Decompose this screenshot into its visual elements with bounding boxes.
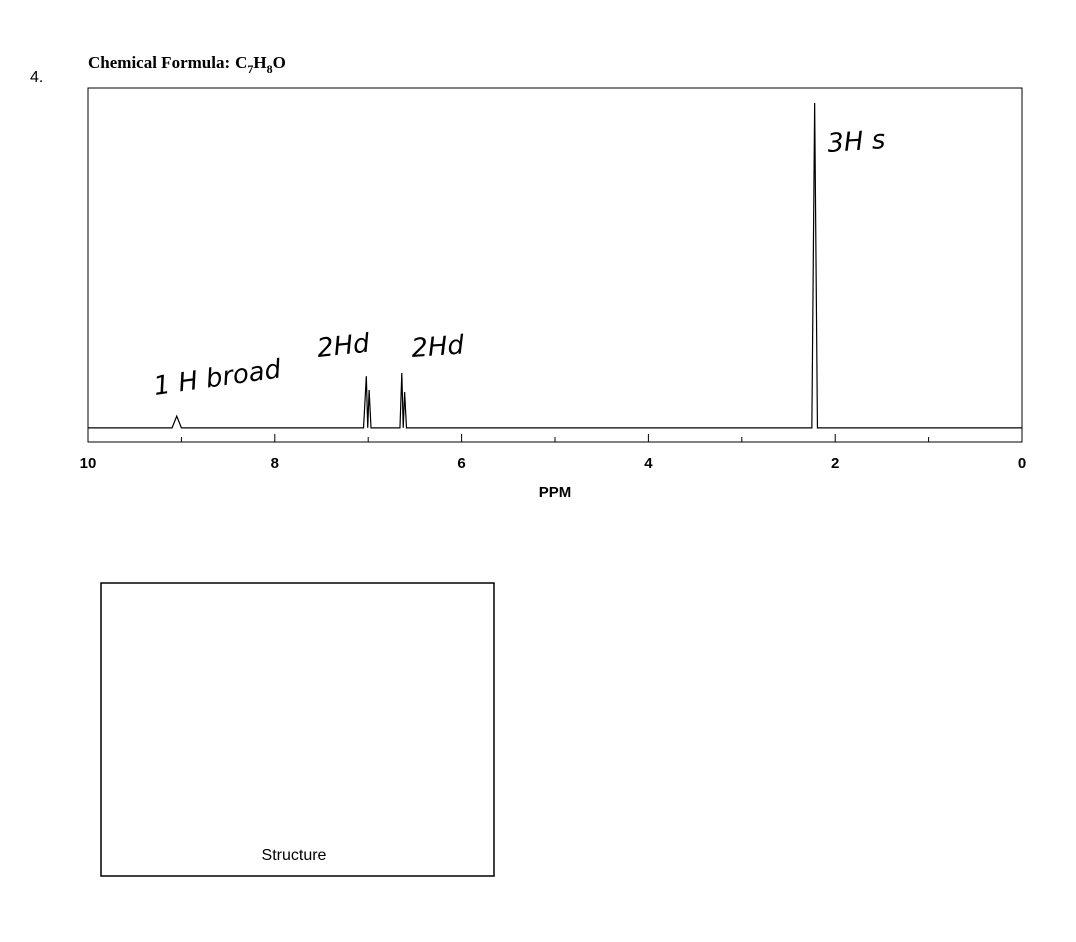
formula-part: 8 (267, 62, 273, 76)
annotation: 3H s (826, 125, 886, 159)
structure-box (100, 582, 495, 877)
annotation: 1 H broad (152, 354, 284, 402)
x-tick-label: 4 (644, 455, 653, 472)
annotation: 2Hd (410, 330, 465, 364)
x-tick-label: 8 (271, 455, 279, 472)
formula-label: Chemical Formula: (88, 53, 230, 72)
x-axis-label: PPM (539, 484, 572, 501)
x-tick-label: 10 (80, 455, 97, 472)
x-tick-label: 2 (831, 455, 839, 472)
formula-part: 7 (247, 62, 253, 76)
formula-part: O (273, 53, 286, 72)
formula-part: C (235, 53, 247, 72)
structure-label: Structure (262, 847, 327, 864)
annotation: 2Hd (316, 329, 372, 364)
x-tick-label: 0 (1018, 455, 1026, 472)
question-number: 4. (30, 69, 43, 86)
x-tick-label: 6 (457, 455, 465, 472)
formula-part: H (253, 53, 266, 72)
formula-title: Chemical Formula: C7H8O (88, 53, 286, 76)
spectrum-line (88, 102, 1022, 429)
